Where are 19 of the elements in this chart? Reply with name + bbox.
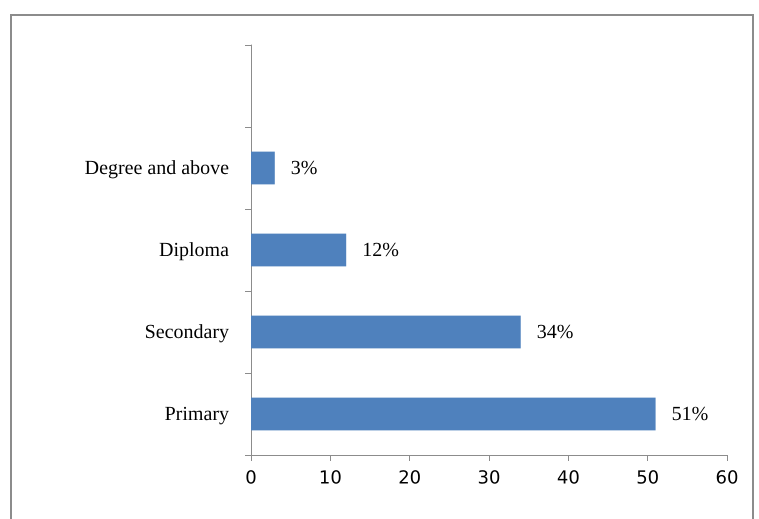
data-label: 12%	[362, 239, 399, 261]
x-tick-label: 0	[245, 468, 257, 488]
y-tick-label: Degree and above	[84, 157, 230, 179]
data-label: 34%	[536, 321, 574, 343]
y-tick-label: Primary	[164, 403, 229, 425]
data-label: 3%	[290, 157, 318, 179]
x-tick-label: 10	[318, 468, 342, 488]
y-tick-label: Diploma	[159, 239, 230, 261]
x-tick-label: 40	[556, 468, 580, 488]
bar	[251, 152, 275, 184]
x-tick-label: 20	[398, 468, 422, 488]
bar	[251, 398, 656, 430]
bar	[251, 234, 346, 266]
x-tick-label: 50	[636, 468, 660, 488]
y-tick-label: Secondary	[144, 321, 229, 343]
bar	[251, 316, 521, 348]
x-tick-label: 60	[716, 468, 738, 488]
data-label: 51%	[672, 403, 708, 425]
x-tick-label: 30	[478, 468, 500, 488]
